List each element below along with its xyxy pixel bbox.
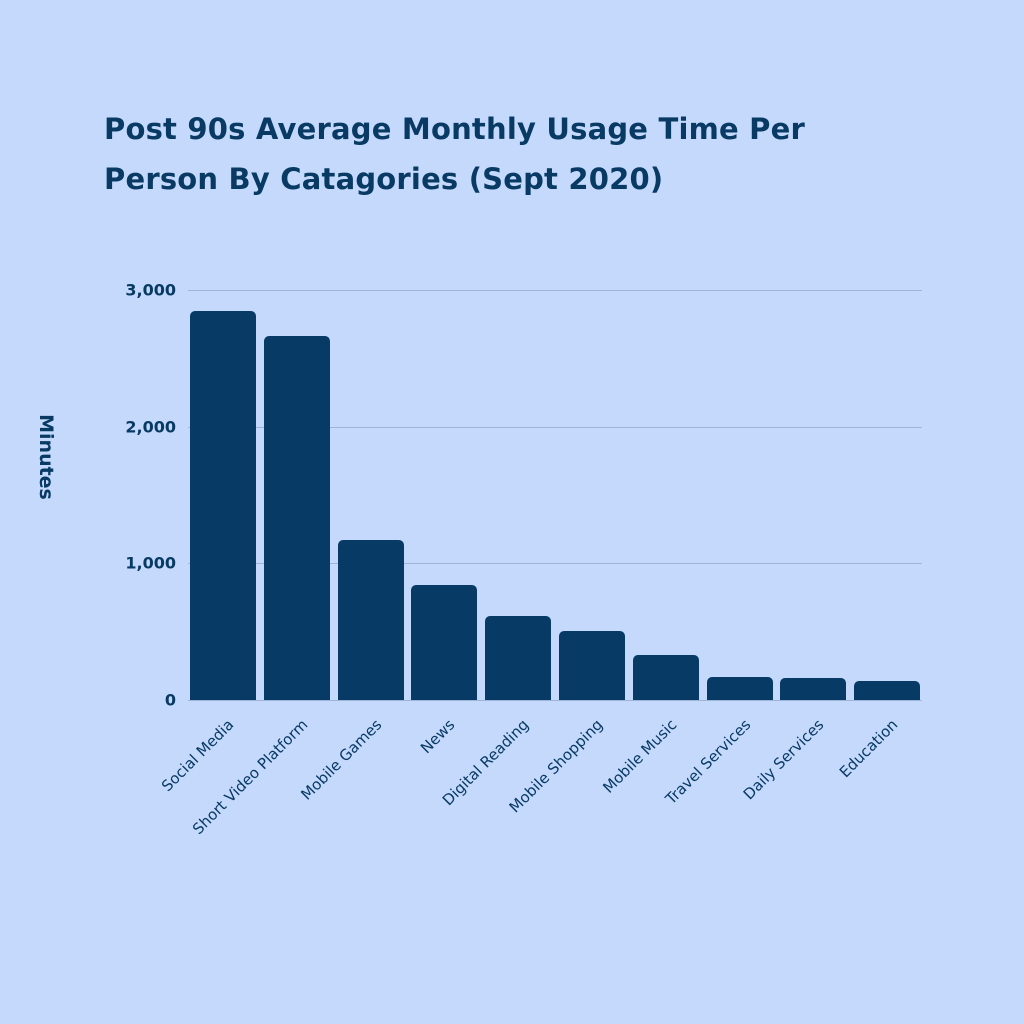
chart-title: Post 90s Average Monthly Usage Time Per … (104, 112, 805, 196)
bar[interactable] (337, 540, 404, 700)
x-tick-label: News (417, 715, 459, 758)
gridline (188, 290, 922, 291)
gridline (188, 563, 922, 565)
bar[interactable] (411, 585, 478, 700)
y-tick-label: 0 (164, 690, 176, 710)
gridline (188, 700, 922, 701)
y-tick-label: 3,000 (125, 280, 176, 300)
y-tick-label: 2,000 (125, 417, 176, 437)
x-tick-label: Education (836, 715, 902, 782)
gridline (188, 426, 922, 428)
bar[interactable] (854, 680, 921, 700)
bar[interactable] (190, 310, 256, 700)
bar[interactable] (706, 677, 773, 700)
bar[interactable] (485, 615, 552, 700)
bar[interactable] (559, 630, 625, 700)
bar[interactable] (263, 336, 330, 700)
x-tick-label: Social Media (157, 715, 238, 796)
bar[interactable] (632, 654, 699, 700)
y-tick-label: 1,000 (125, 553, 176, 573)
x-tick-label: Mobile Music (599, 715, 681, 797)
bar[interactable] (780, 678, 847, 700)
